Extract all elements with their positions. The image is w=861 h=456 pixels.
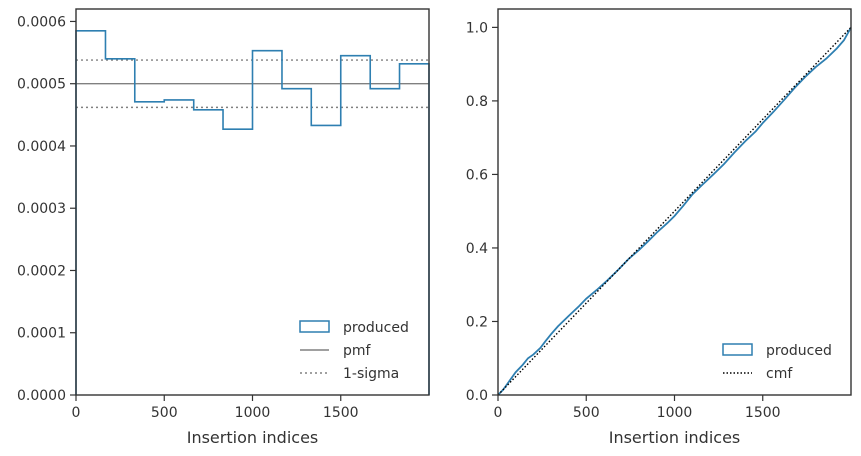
histogram-bin [400, 64, 429, 395]
left-y-tick-label: 0.0004 [17, 139, 66, 155]
histogram-bin [105, 59, 134, 395]
histogram-bin [370, 89, 399, 395]
left-x-tick-label: 1500 [323, 405, 359, 421]
histogram-bin [194, 110, 223, 395]
left-y-tick-label: 0.0003 [17, 201, 66, 217]
right-y-tick-label: 0.2 [466, 314, 488, 330]
histogram-bin [76, 31, 105, 395]
right-y-tick-label: 1.0 [466, 20, 488, 36]
right-chart-frame [497, 8, 852, 396]
left-y-tick-label: 0.0001 [17, 326, 66, 342]
right-y-tick-label: 0.4 [466, 241, 488, 257]
right-chart-ticks: 0 500 1000 1500 0.0 0.2 0.4 0.6 0.8 1.0 [466, 20, 781, 421]
left-x-tick-label: 500 [151, 405, 178, 421]
right-chart-marks [497, 26, 852, 396]
left-chart: 0 500 1000 1500 0.0000 0.0001 0.0002 0.0003 0.00… [17, 8, 430, 447]
histogram-bin [253, 51, 282, 395]
histogram-bin [164, 100, 193, 395]
left-x-axis-title: Insertion indices [187, 428, 319, 447]
produced-line [497, 26, 852, 396]
right-x-axis-title: Insertion indices [609, 428, 741, 447]
right-y-tick-label: 0.0 [466, 388, 488, 404]
left-y-tick-label: 0.0006 [17, 14, 66, 30]
cmf-line [497, 26, 852, 396]
legend-label-produced: produced [343, 320, 409, 336]
left-chart-ticks: 0 500 1000 1500 0.0000 0.0001 0.0002 0.0003 0.00… [17, 14, 359, 421]
left-chart-marks [75, 29, 430, 395]
left-chart-frame [75, 8, 430, 396]
left-legend: produced pmf 1-sigma [299, 320, 409, 382]
left-y-tick-label: 0.0005 [17, 77, 66, 93]
left-y-tick-label: 0.0002 [17, 263, 66, 279]
produced-histogram [75, 29, 430, 395]
legend-label-1-sigma: 1-sigma [343, 366, 399, 382]
histogram-bin [135, 102, 164, 395]
legend-swatch-produced [722, 343, 753, 356]
right-y-tick-label: 0.6 [466, 167, 488, 183]
left-x-tick-label: 0 [72, 405, 81, 421]
right-x-tick-label: 0 [494, 405, 503, 421]
legend-swatch-produced [299, 320, 330, 333]
right-x-tick-label: 1500 [745, 405, 781, 421]
right-chart: 0 500 1000 1500 0.0 0.2 0.4 0.6 0.8 1.0 Insertion… [466, 8, 852, 447]
right-x-tick-label: 500 [573, 405, 600, 421]
legend-label-produced: produced [766, 343, 832, 359]
histogram-bin [282, 89, 311, 395]
histogram-bin [311, 125, 340, 395]
histogram-bin [223, 129, 252, 395]
left-x-tick-label: 1000 [235, 405, 271, 421]
right-x-tick-label: 1000 [657, 405, 693, 421]
legend-label-cmf: cmf [766, 366, 793, 382]
right-y-tick-label: 0.8 [466, 94, 488, 110]
right-legend: produced cmf [722, 343, 832, 382]
legend-label-pmf: pmf [343, 343, 372, 359]
left-y-tick-label: 0.0000 [17, 388, 66, 404]
